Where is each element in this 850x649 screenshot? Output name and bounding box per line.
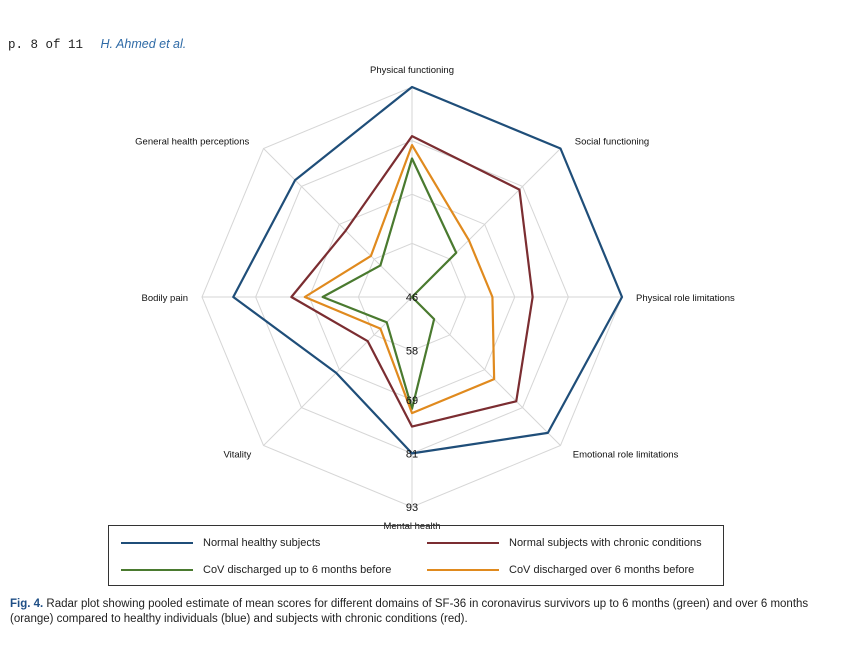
legend-item-cov-over-6: CoV discharged over 6 months before [427, 564, 694, 576]
legend-swatch-cov-over-6 [427, 569, 499, 571]
tick-label-46: 46 [406, 292, 418, 304]
tick-label-81: 81 [406, 448, 418, 460]
series-line-4 [303, 143, 496, 415]
legend-swatch-chronic [427, 542, 499, 544]
axis-label-1: Physical functioning [370, 65, 454, 76]
author-line: H. Ahmed et al. [100, 37, 187, 51]
tick-label-93: 93 [406, 502, 418, 514]
grid-spoke-6 [263, 296, 413, 446]
series-line-2 [290, 135, 534, 428]
legend-label-healthy: Normal healthy subjects [203, 537, 321, 549]
caption-label: Fig. 4. [10, 598, 44, 610]
legend-swatch-cov-under-6 [121, 569, 193, 571]
caption-text: Radar plot showing pooled estimate of me… [10, 598, 809, 625]
chart-legend: Normal healthy subjects Normal subjects … [108, 525, 724, 586]
legend-label-chronic: Normal subjects with chronic conditions [509, 537, 702, 549]
legend-item-chronic: Normal subjects with chronic conditions [427, 537, 702, 549]
axis-label-6: Vitality [223, 450, 251, 461]
axis-label-7: Bodily pain [142, 293, 188, 304]
legend-item-cov-under-6: CoV discharged up to 6 months before [121, 564, 391, 576]
series-line-1 [232, 85, 624, 455]
legend-swatch-healthy [121, 542, 193, 544]
grid-spoke-4 [411, 296, 561, 446]
axis-label-3: Physical role limitations [636, 293, 735, 304]
tick-label-69: 69 [406, 395, 418, 407]
radar-series [232, 85, 624, 455]
axis-label-2: Social functioning [575, 136, 649, 147]
series-line-3 [321, 157, 458, 410]
axis-label-4: Emotional role limitations [573, 450, 679, 461]
radar-tick-labels: 46 58 69 81 93 [406, 292, 418, 514]
legend-label-cov-over-6: CoV discharged over 6 months before [509, 564, 695, 576]
grid-spoke-8 [263, 148, 413, 298]
page-number: p. 8 of 11 [8, 38, 84, 52]
figure-caption: Fig. 4. Radar plot showing pooled estima… [10, 597, 840, 627]
legend-item-healthy: Normal healthy subjects [121, 537, 320, 549]
tick-label-58: 58 [406, 346, 418, 358]
radar-chart: Physical functioning Social functioning Ph… [135, 65, 735, 530]
axis-label-8: General health perceptions [135, 136, 249, 147]
page-header: p. 8 of 11 H. Ahmed et al. [8, 37, 186, 52]
legend-label-cov-under-6: CoV discharged up to 6 months before [203, 564, 392, 576]
